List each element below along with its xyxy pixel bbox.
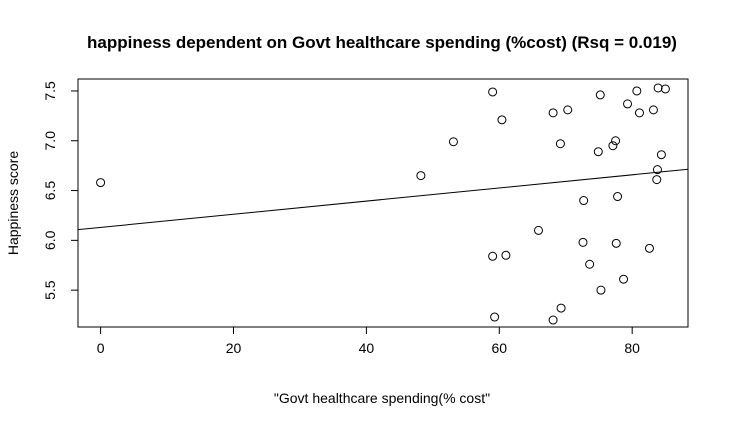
- data-point: [548, 315, 558, 325]
- data-point: [556, 303, 566, 313]
- data-point: [653, 83, 663, 93]
- data-point: [533, 225, 543, 235]
- data-point: [652, 165, 662, 175]
- data-point: [555, 139, 565, 149]
- data-point: [579, 196, 589, 206]
- regression-line-group: [77, 168, 689, 231]
- data-point: [593, 147, 603, 157]
- data-point: [585, 259, 595, 269]
- data-point: [656, 150, 666, 160]
- x-axis: 0 20 40 60 80: [97, 326, 640, 356]
- y-axis: 5.5 6.0 6.5 7.0 7.5: [42, 81, 79, 300]
- data-point: [596, 285, 606, 295]
- data-point: [611, 238, 621, 248]
- data-point: [595, 90, 605, 100]
- data-point: [623, 99, 633, 109]
- chart-title: happiness dependent on Govt healthcare s…: [87, 33, 677, 52]
- data-point: [648, 105, 658, 115]
- data-point: [548, 108, 558, 118]
- data-point: [608, 141, 618, 151]
- x-axis-label: "Govt healthcare spending(% cost": [274, 390, 490, 406]
- y-tick-label: 7.0: [42, 131, 58, 151]
- data-point: [619, 274, 629, 284]
- data-point: [660, 84, 670, 94]
- y-tick-label: 6.5: [42, 181, 58, 201]
- x-tick-label: 60: [491, 340, 507, 356]
- data-point: [634, 108, 644, 118]
- y-tick-label: 6.0: [42, 230, 58, 250]
- y-tick-label: 7.5: [42, 81, 58, 101]
- x-tick-label: 0: [97, 340, 105, 356]
- data-point: [490, 312, 500, 322]
- data-point: [613, 192, 623, 202]
- x-tick-label: 20: [226, 340, 242, 356]
- y-tick-label: 5.5: [42, 280, 58, 300]
- data-point: [644, 243, 654, 253]
- data-point: [448, 137, 458, 147]
- data-point: [563, 105, 573, 115]
- x-tick-label: 80: [624, 340, 640, 356]
- x-tick-label: 40: [359, 340, 375, 356]
- data-points: [96, 83, 670, 325]
- data-point: [611, 136, 621, 146]
- regression-line: [77, 168, 689, 231]
- data-point: [578, 237, 588, 247]
- data-point: [497, 115, 507, 125]
- data-point: [488, 251, 498, 261]
- data-point: [632, 86, 642, 96]
- data-point: [416, 171, 426, 181]
- data-point: [501, 250, 511, 260]
- data-point: [488, 87, 498, 97]
- data-point: [96, 178, 106, 188]
- data-point: [652, 175, 662, 185]
- y-axis-label: Happiness score: [5, 151, 21, 255]
